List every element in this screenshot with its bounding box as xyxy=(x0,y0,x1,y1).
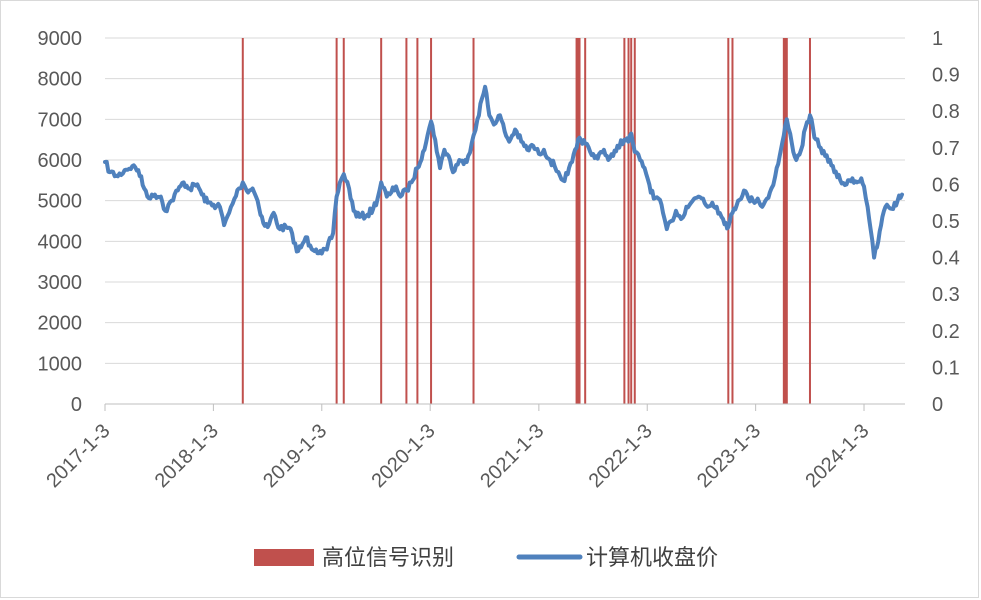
signal-bar xyxy=(416,38,419,404)
y-right-tick-label: 0.3 xyxy=(932,284,960,306)
signal-bar xyxy=(576,38,579,404)
signal-bar xyxy=(731,38,734,404)
y-right-tick-label: 1 xyxy=(932,28,943,50)
y-left-tick-label: 0 xyxy=(71,394,82,416)
y-left-tick-label: 4000 xyxy=(38,231,83,253)
gridlines xyxy=(105,37,905,364)
signal-bar xyxy=(785,38,788,404)
y-right-tick-label: 0.5 xyxy=(932,211,960,233)
price-line-layer xyxy=(103,84,904,260)
y-left-tick-label: 6000 xyxy=(38,150,83,172)
y-left-tick-label: 9000 xyxy=(38,28,83,50)
legend: 高位信号识别 计算机收盘价 xyxy=(254,546,718,571)
y-right-tick-label: 0.8 xyxy=(932,101,960,123)
signal-bar xyxy=(430,38,433,404)
signal-bar xyxy=(782,38,785,404)
legend-label-signal: 高位信号识别 xyxy=(322,546,454,571)
signal-bar xyxy=(633,38,636,404)
y-left-tick-label: 5000 xyxy=(38,191,83,213)
y-right-tick-label: 0.9 xyxy=(932,65,960,87)
signal-bar xyxy=(784,38,787,404)
legend-swatch-signal xyxy=(254,549,314,566)
y-left-tick-label: 3000 xyxy=(38,272,83,294)
y-right-tick-label: 0.6 xyxy=(932,174,960,196)
signal-bars xyxy=(241,38,811,404)
signal-bar xyxy=(405,38,408,404)
signal-bar xyxy=(808,38,811,404)
y-right-tick-label: 0.4 xyxy=(932,248,960,270)
y-left-tick-label: 1000 xyxy=(38,353,83,375)
signal-bar xyxy=(623,38,626,404)
y-right-tick-label: 0 xyxy=(932,394,943,416)
signal-bar xyxy=(630,38,633,404)
signal-bar xyxy=(472,38,475,404)
y-left-tick-label: 7000 xyxy=(38,109,83,131)
y-left-tick-label: 2000 xyxy=(38,313,83,335)
signal-bar xyxy=(380,38,383,404)
signal-bar xyxy=(241,38,244,404)
y-right-tick-label: 0.2 xyxy=(932,321,960,343)
legend-label-price: 计算机收盘价 xyxy=(586,546,718,571)
signal-bar xyxy=(342,38,345,404)
y-right-tick-label: 0.1 xyxy=(932,357,960,379)
price-line xyxy=(103,84,904,260)
signal-bar xyxy=(578,38,581,404)
signal-bar xyxy=(584,38,587,404)
signal-bar xyxy=(627,38,630,404)
signal-bar xyxy=(335,38,338,404)
y-left-tick-label: 8000 xyxy=(38,69,83,91)
y-right-tick-label: 0.7 xyxy=(932,138,960,160)
